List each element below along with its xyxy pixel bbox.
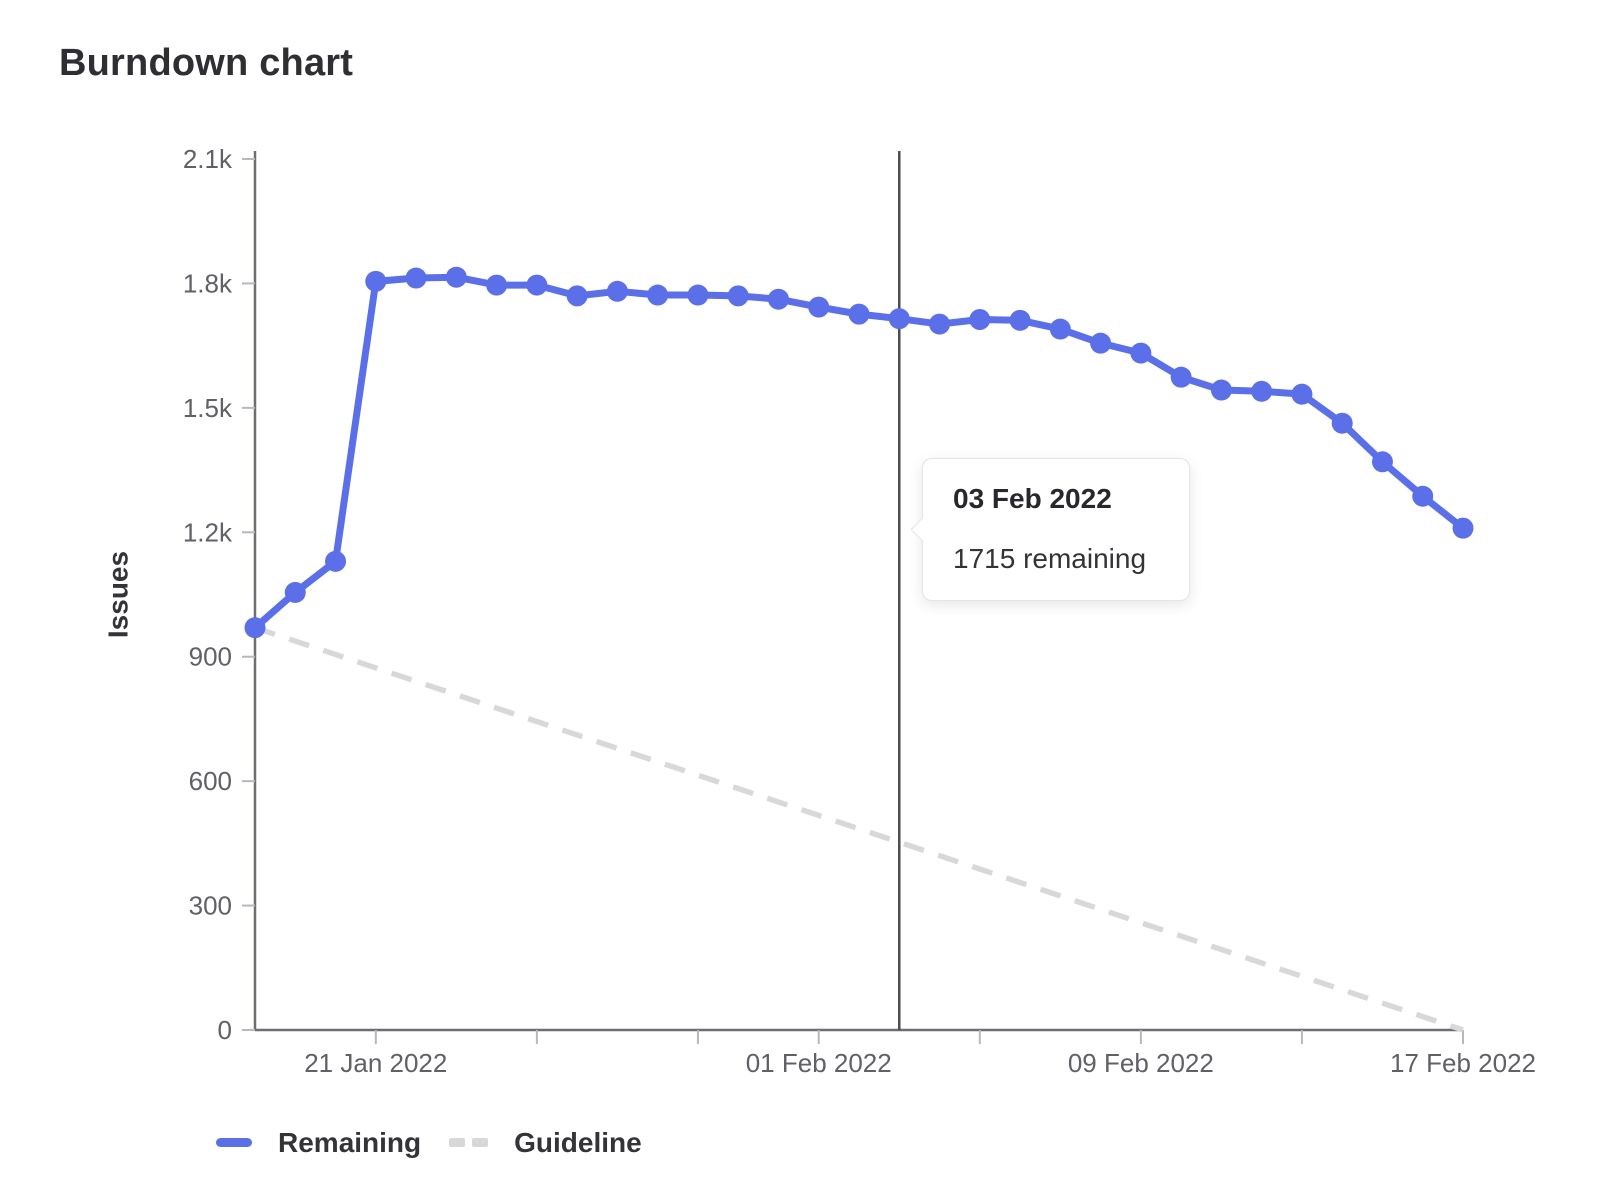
y-axis-tick-label: 600 <box>189 766 232 796</box>
data-point[interactable] <box>1412 485 1434 507</box>
x-axis-tick-label: 09 Feb 2022 <box>1068 1048 1214 1078</box>
data-point[interactable] <box>566 285 588 307</box>
tooltip-date: 03 Feb 2022 <box>953 483 1112 514</box>
data-point[interactable] <box>727 285 749 307</box>
x-axis-tick-label: 21 Jan 2022 <box>304 1048 447 1078</box>
data-point[interactable] <box>325 550 347 572</box>
y-axis-tick-label: 300 <box>189 891 232 921</box>
y-axis-tick-label: 0 <box>218 1015 232 1045</box>
data-point[interactable] <box>1009 309 1031 331</box>
data-point[interactable] <box>244 617 266 639</box>
y-axis-tick-label: 1.5k <box>183 393 233 423</box>
y-axis-title: Issues <box>103 551 134 638</box>
data-point[interactable] <box>808 296 830 318</box>
data-point[interactable] <box>1090 332 1112 354</box>
remaining-line-swatch <box>216 1138 252 1148</box>
data-point[interactable] <box>687 284 709 306</box>
legend-item-guideline[interactable]: Guideline <box>449 1126 642 1160</box>
y-axis-tick-label: 1.2k <box>183 517 233 547</box>
data-point[interactable] <box>1130 342 1152 364</box>
data-point[interactable] <box>1251 380 1273 402</box>
chart-title: Burndown chart <box>59 42 354 84</box>
guideline-line <box>254 625 1464 1033</box>
chart-legend: Remaining Guideline <box>216 1126 642 1160</box>
data-point[interactable] <box>767 288 789 310</box>
legend-item-remaining[interactable]: Remaining <box>216 1126 421 1160</box>
tooltip-value: 1715 remaining <box>953 543 1147 575</box>
x-axis-tick-label: 17 Feb 2022 <box>1390 1048 1536 1078</box>
data-point[interactable] <box>969 309 991 331</box>
data-point[interactable] <box>1291 383 1313 405</box>
guideline-dash-swatch <box>449 1138 489 1148</box>
remaining-line <box>251 273 1467 632</box>
y-axis-tick-label: 1.8k <box>183 268 233 298</box>
legend-label-guideline: Guideline <box>514 1127 642 1158</box>
data-point[interactable] <box>929 313 951 335</box>
data-point[interactable] <box>1049 318 1071 340</box>
y-axis-tick-label: 900 <box>189 642 232 672</box>
data-point[interactable] <box>1210 379 1232 401</box>
data-point[interactable] <box>1170 366 1192 388</box>
legend-label-remaining: Remaining <box>278 1127 422 1158</box>
data-point[interactable] <box>606 280 628 302</box>
data-point[interactable] <box>405 267 427 289</box>
data-point[interactable] <box>365 270 387 292</box>
data-point[interactable] <box>848 303 870 325</box>
data-point[interactable] <box>1452 517 1474 539</box>
y-axis-tick-label: 2.1k <box>183 144 233 174</box>
data-point[interactable] <box>486 274 508 296</box>
data-point[interactable] <box>1331 412 1353 434</box>
data-point[interactable] <box>445 266 467 288</box>
data-point[interactable] <box>1371 451 1393 473</box>
x-axis-tick-label: 01 Feb 2022 <box>746 1048 892 1078</box>
data-point[interactable] <box>888 308 910 330</box>
tooltip: 03 Feb 2022 1715 remaining <box>922 458 1190 601</box>
data-point[interactable] <box>647 284 669 306</box>
data-point[interactable] <box>526 274 548 296</box>
data-point[interactable] <box>284 581 306 603</box>
